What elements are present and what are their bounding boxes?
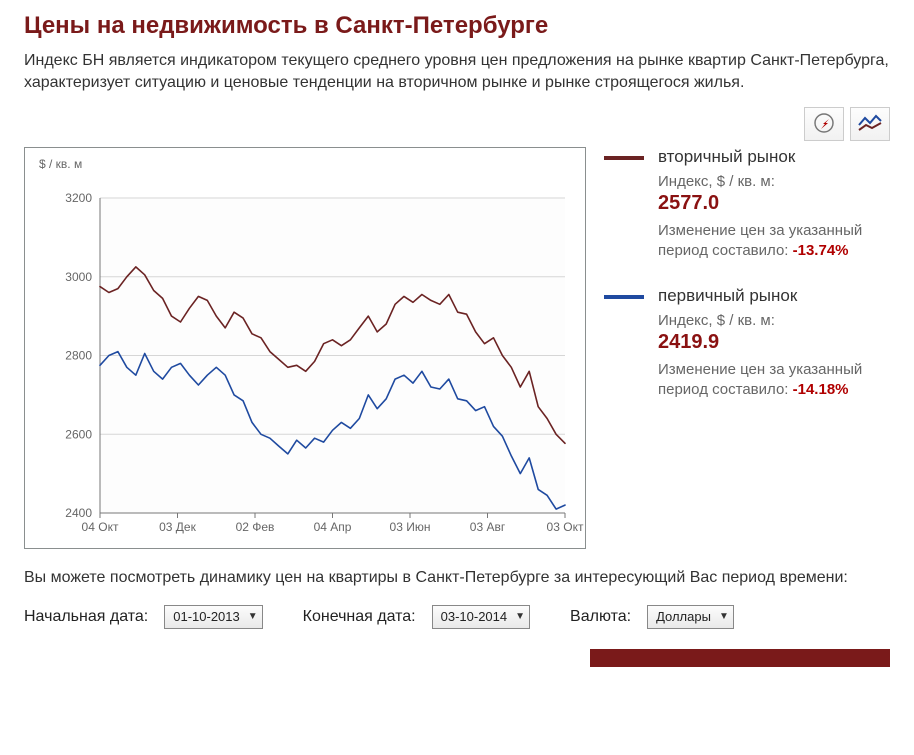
- end-date-label: Конечная дата:: [303, 608, 416, 626]
- intro-text: Индекс БН является индикатором текущего …: [24, 50, 890, 93]
- legend-swatch: [604, 156, 644, 160]
- flash-icon: [813, 112, 835, 134]
- end-date-select[interactable]: 03-10-2014 ▼: [432, 605, 530, 629]
- svg-text:$ / кв. м: $ / кв. м: [39, 157, 82, 171]
- svg-text:03 Июн: 03 Июн: [390, 520, 431, 534]
- legend-change-text: Изменение цен за указанный период состав…: [658, 221, 890, 260]
- legend-series-name: первичный рынок: [658, 286, 797, 306]
- currency-select[interactable]: Доллары ▼: [647, 605, 734, 629]
- legend-index-label: Индекс, $ / кв. м:: [658, 173, 890, 190]
- end-date-value: 03-10-2014: [441, 609, 508, 624]
- svg-text:04 Окт: 04 Окт: [82, 520, 119, 534]
- legend-swatch: [604, 295, 644, 299]
- legend-change-text: Изменение цен за указанный период состав…: [658, 360, 890, 399]
- submit-button[interactable]: [590, 649, 890, 667]
- svg-text:04 Апр: 04 Апр: [314, 520, 352, 534]
- svg-text:03 Окт: 03 Окт: [547, 520, 584, 534]
- svg-text:02 Фев: 02 Фев: [236, 520, 275, 534]
- svg-text:2800: 2800: [65, 349, 92, 363]
- chevron-down-icon: ▼: [248, 611, 258, 622]
- controls-row: Начальная дата: 01-10-2013 ▼ Конечная да…: [24, 605, 890, 629]
- chart-icon-button[interactable]: [850, 107, 890, 141]
- svg-text:3200: 3200: [65, 191, 92, 205]
- currency-label: Валюта:: [570, 608, 631, 626]
- chart-legend: вторичный рынок Индекс, $ / кв. м: 2577.0 И…: [604, 147, 890, 425]
- flash-icon-button[interactable]: [804, 107, 844, 141]
- legend-series-name: вторичный рынок: [658, 147, 795, 167]
- chart-icon: [857, 112, 883, 134]
- legend-entry-secondary: вторичный рынок Индекс, $ / кв. м: 2577.0 И…: [604, 147, 890, 260]
- legend-change-value: -13.74%: [793, 242, 849, 259]
- svg-text:3000: 3000: [65, 270, 92, 284]
- start-date-label: Начальная дата:: [24, 608, 148, 626]
- start-date-select[interactable]: 01-10-2013 ▼: [164, 605, 262, 629]
- chevron-down-icon: ▼: [515, 611, 525, 622]
- svg-text:03 Дек: 03 Дек: [159, 520, 196, 534]
- svg-text:2400: 2400: [65, 506, 92, 520]
- period-help-text: Вы можете посмотреть динамику цен на ква…: [24, 567, 890, 589]
- svg-text:03 Авг: 03 Авг: [470, 520, 506, 534]
- page-title: Цены на недвижимость в Санкт-Петербурге: [24, 12, 890, 40]
- legend-index-value: 2577.0: [658, 192, 890, 215]
- legend-index-label: Индекс, $ / кв. м:: [658, 312, 890, 329]
- price-chart: 2400 2600 2800 3000 3200 $ / кв. м 04 Окт 03 Де…: [24, 147, 586, 549]
- chevron-down-icon: ▼: [719, 611, 729, 622]
- svg-text:2600: 2600: [65, 427, 92, 441]
- legend-index-value: 2419.9: [658, 331, 890, 354]
- legend-change-value: -14.18%: [793, 381, 849, 398]
- currency-value: Доллары: [656, 609, 711, 624]
- start-date-value: 01-10-2013: [173, 609, 240, 624]
- legend-entry-primary: первичный рынок Индекс, $ / кв. м: 2419.9 И…: [604, 286, 890, 399]
- price-chart-svg: 2400 2600 2800 3000 3200 $ / кв. м 04 Окт 03 Де…: [25, 148, 585, 548]
- icon-toolbar: [24, 107, 890, 141]
